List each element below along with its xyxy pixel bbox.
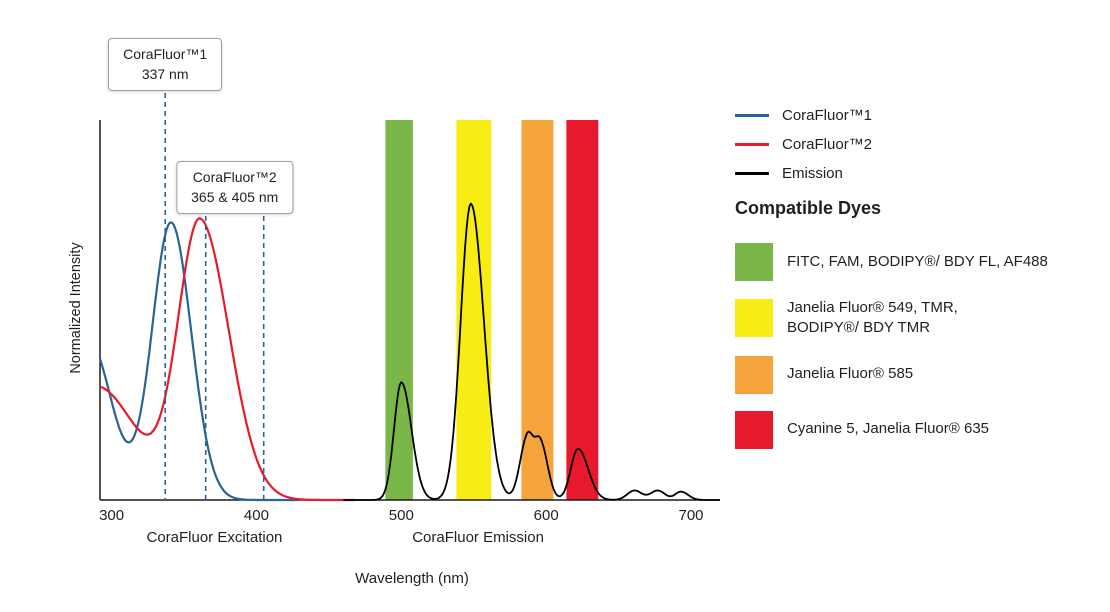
filter-green-band: [385, 120, 413, 500]
curve-corafluor1-excitation: [98, 221, 300, 502]
dye-item-2: Janelia Fluor® 549, TMR, BODIPY®/ BDY TMR: [735, 298, 1105, 339]
x-tick-600: 600: [533, 507, 559, 524]
filter-yellow-band: [456, 120, 492, 500]
dye-color-swatch: [735, 410, 773, 449]
dye-label: Janelia Fluor® 585: [787, 365, 914, 383]
annotation-corafluor1-337nm: CoraFluor™1 337 nm: [108, 38, 223, 91]
compatible-dyes-heading: Compatible Dyes: [735, 198, 882, 218]
legend-entry-label: CoraFluor™2: [782, 136, 873, 153]
annotation-value: 337 nm: [141, 66, 189, 83]
y-axis-label: Normalized Intensity: [68, 242, 84, 374]
x-tick-500: 500: [388, 507, 414, 524]
x-axis-ticks: 300 400 500 600 700: [0, 507, 1110, 527]
x-tick-300: 300: [99, 507, 125, 524]
dye-color-swatch: [735, 299, 773, 338]
dye-color-swatch: [735, 355, 773, 394]
emission-section-label: CoraFluor Emission: [412, 529, 544, 546]
annotation-title: CoraFluor™1: [123, 46, 208, 62]
dye-item-4: Cyanine 5, Janelia Fluor® 635: [735, 410, 1105, 449]
legend-line-sample: [735, 172, 769, 175]
legend-entry-3: Emission: [735, 159, 872, 188]
compatible-dyes-list: FITC, FAM, BODIPY®/ BDY FL, AF488 Janelia…: [735, 243, 1105, 449]
legend-entry-2: CoraFluor™2: [735, 130, 872, 159]
x-tick-400: 400: [243, 507, 269, 524]
line-legend: CoraFluor™1 CoraFluor™2 Emission: [735, 101, 872, 188]
x-tick-700: 700: [678, 507, 704, 524]
legend-entry-label: CoraFluor™1: [782, 107, 873, 124]
annotation-value: 365 & 405 nm: [191, 189, 279, 206]
legend-line-sample: [735, 143, 769, 146]
dye-label: Cyanine 5, Janelia Fluor® 635: [787, 420, 990, 438]
curve-emission: [343, 202, 720, 501]
annotation-corafluor2-365-405nm: CoraFluor™2 365 & 405 nm: [176, 161, 294, 214]
dye-label: Janelia Fluor® 549, TMR, BODIPY®/ BDY TMR: [787, 299, 958, 337]
x-axis-label: Wavelength (nm): [355, 570, 469, 587]
curve-corafluor2-excitation: [99, 217, 355, 502]
legend-line-sample: [735, 114, 769, 117]
annotation-title: CoraFluor™2: [192, 169, 277, 185]
dye-item-1: FITC, FAM, BODIPY®/ BDY FL, AF488: [735, 243, 1105, 281]
dye-color-swatch: [735, 243, 773, 281]
dye-item-3: Janelia Fluor® 585: [735, 355, 1105, 394]
compatible-dyes-panel: Compatible Dyes FITC, FAM, BODIPY®/ BDY …: [735, 198, 1105, 466]
legend-entry-label: Emission: [782, 165, 843, 182]
excitation-section-label: CoraFluor Excitation: [146, 529, 283, 546]
filter-red-band: [566, 120, 599, 500]
dye-label: FITC, FAM, BODIPY®/ BDY FL, AF488: [787, 252, 1048, 270]
legend-entry-1: CoraFluor™1: [735, 101, 872, 130]
filter-orange-band: [521, 120, 554, 500]
